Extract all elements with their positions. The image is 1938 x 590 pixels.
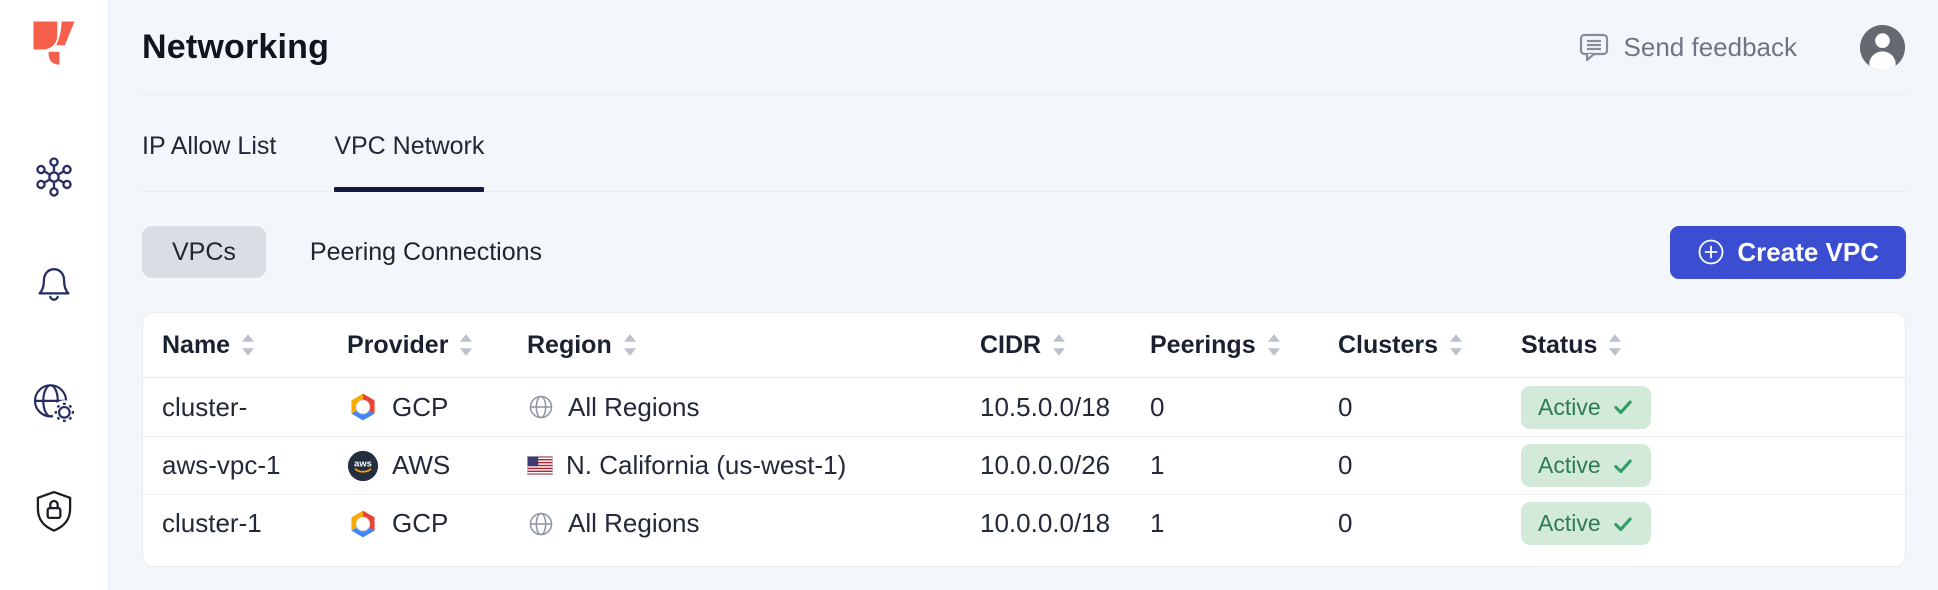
region-cell: N. California (us-west-1) — [527, 450, 980, 481]
sort-icon — [1450, 334, 1463, 356]
main-content: Networking Send feedback — [110, 0, 1938, 590]
check-icon — [1613, 400, 1632, 415]
sort-icon — [1609, 334, 1622, 356]
vpc-name: aws-vpc-1 — [162, 450, 281, 480]
shield-lock-icon — [31, 488, 77, 534]
page-header: Networking Send feedback — [142, 0, 1906, 95]
sidebar — [0, 0, 109, 590]
tab-bar: IP Allow List VPC Network — [142, 95, 1906, 192]
globe-icon — [527, 393, 555, 421]
table-row[interactable]: cluster- GCP All Regions 10.5.0.0/18 0 0… — [143, 378, 1905, 436]
column-header-peerings[interactable]: Peerings — [1150, 331, 1338, 360]
yugabyte-logo[interactable] — [27, 15, 81, 69]
column-header-status[interactable]: Status — [1521, 331, 1905, 360]
subtab-bar: VPCs Peering Connections Create VPC — [142, 192, 1906, 312]
globe-gear-icon — [31, 379, 77, 425]
sidebar-item-globe-gear[interactable] — [31, 379, 77, 425]
sort-icon — [1267, 334, 1280, 356]
cidr-value: 10.0.0.0/18 — [980, 508, 1111, 538]
cidr-value: 10.5.0.0/18 — [980, 391, 1111, 422]
table-row[interactable]: aws-vpc-1 aws AWS N. California (us-west… — [143, 436, 1905, 494]
create-vpc-label: Create VPC — [1737, 236, 1879, 267]
status-badge: Active — [1521, 444, 1651, 487]
sort-icon — [242, 334, 255, 356]
user-avatar[interactable] — [1859, 24, 1906, 71]
aws-icon: aws — [347, 450, 379, 482]
sort-icon — [460, 334, 473, 356]
check-icon — [1613, 517, 1632, 531]
status-label: Active — [1538, 452, 1601, 478]
status-badge: Active — [1521, 502, 1651, 545]
send-feedback-label: Send feedback — [1623, 31, 1797, 62]
table-row[interactable]: cluster-1 GCP All Regions 10.0.0.0/18 1 … — [143, 494, 1905, 552]
clusters-count: 0 — [1338, 391, 1353, 422]
region-label: All Regions — [568, 391, 700, 422]
sidebar-item-cluster[interactable] — [31, 154, 77, 200]
svg-text:aws: aws — [354, 458, 372, 468]
provider-cell: GCP — [347, 391, 527, 423]
sort-icon — [1053, 334, 1066, 356]
gcp-icon — [347, 508, 379, 540]
clusters-count: 0 — [1338, 508, 1353, 538]
provider-label: GCP — [392, 508, 449, 538]
peerings-count: 0 — [1150, 391, 1165, 422]
status-label: Active — [1538, 510, 1601, 536]
provider-label: AWS — [392, 450, 451, 480]
clusters-count: 0 — [1338, 450, 1353, 480]
cluster-icon — [31, 154, 77, 200]
region-label: All Regions — [568, 508, 700, 538]
tab-ip-allow-list[interactable]: IP Allow List — [142, 132, 277, 160]
create-vpc-button[interactable]: Create VPC — [1670, 225, 1906, 279]
sidebar-item-shield-lock[interactable] — [31, 488, 77, 534]
status-badge: Active — [1521, 385, 1651, 429]
column-header-cidr[interactable]: CIDR — [980, 331, 1150, 360]
region-cell: All Regions — [527, 392, 980, 423]
send-feedback-button[interactable]: Send feedback — [1577, 30, 1797, 64]
provider-cell: aws AWS — [347, 450, 527, 482]
vpc-table: Name Provider Region CIDR Peerings Clust… — [142, 312, 1906, 567]
column-header-name[interactable]: Name — [143, 331, 347, 360]
page-title: Networking — [142, 27, 330, 66]
provider-cell: GCP — [347, 508, 527, 540]
subtab-vpcs[interactable]: VPCs — [142, 226, 266, 278]
sidebar-item-bell[interactable] — [31, 260, 77, 306]
peerings-count: 1 — [1150, 450, 1165, 480]
vpc-name: cluster-1 — [162, 508, 262, 538]
status-label: Active — [1538, 393, 1601, 420]
provider-label: GCP — [392, 391, 449, 422]
region-cell: All Regions — [527, 508, 980, 539]
column-header-region[interactable]: Region — [527, 331, 980, 360]
column-header-clusters[interactable]: Clusters — [1338, 331, 1521, 360]
sort-icon — [623, 334, 636, 356]
plus-circle-icon — [1698, 239, 1724, 265]
column-header-provider[interactable]: Provider — [347, 331, 527, 360]
feedback-bubble-icon — [1579, 33, 1608, 62]
tab-vpc-network[interactable]: VPC Network — [334, 132, 485, 192]
gcp-icon — [347, 391, 379, 423]
cidr-value: 10.0.0.0/26 — [980, 450, 1111, 480]
globe-icon — [527, 510, 555, 538]
bell-icon — [31, 260, 77, 306]
subtab-peering-connections[interactable]: Peering Connections — [309, 237, 542, 266]
check-icon — [1613, 459, 1632, 473]
us-flag-icon — [527, 456, 553, 475]
table-body: cluster- GCP All Regions 10.5.0.0/18 0 0… — [143, 378, 1905, 552]
vpc-name: cluster- — [162, 391, 248, 422]
peerings-count: 1 — [1150, 508, 1165, 538]
region-label: N. California (us-west-1) — [566, 450, 847, 480]
table-header-row: Name Provider Region CIDR Peerings Clust… — [143, 313, 1905, 378]
